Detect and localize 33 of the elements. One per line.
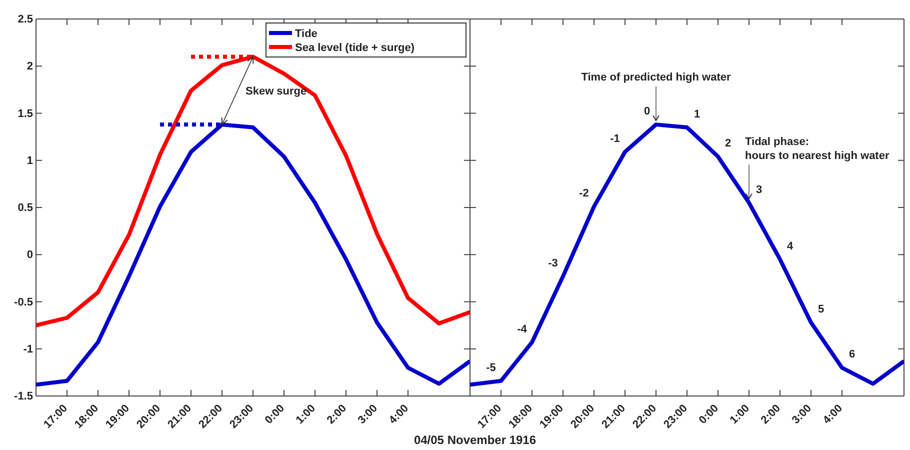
annotation: Time of predicted high water bbox=[581, 72, 732, 84]
x-tick-label: 4:00 bbox=[386, 402, 411, 427]
annotation: 5 bbox=[818, 303, 824, 316]
x-tick-label: 4:00 bbox=[820, 402, 845, 427]
line-series bbox=[36, 54, 470, 328]
y-tick-label: 2 bbox=[26, 60, 33, 73]
y-tick-label: -0.5 bbox=[14, 296, 33, 308]
y-tick-label: 1 bbox=[26, 154, 33, 167]
annotation: 0 bbox=[644, 106, 650, 118]
y-tick-label: 0.5 bbox=[18, 202, 33, 214]
line-series bbox=[36, 122, 470, 387]
annotation: 1 bbox=[694, 108, 700, 120]
annotation: -3 bbox=[548, 257, 558, 270]
annotation: -5 bbox=[486, 362, 496, 374]
legend-label: Sea level (tide + surge) bbox=[295, 42, 415, 54]
y-tick-label: 0 bbox=[26, 249, 33, 262]
annotation: 4 bbox=[786, 240, 794, 252]
annotation: Tidal phase: hours to nearest high water bbox=[745, 136, 890, 162]
annotation: -1 bbox=[610, 132, 620, 145]
annotation: -2 bbox=[579, 188, 589, 200]
annotation: 6 bbox=[848, 348, 856, 361]
x-tick-label: 0:00 bbox=[262, 402, 287, 427]
x-tick-label: 0:00 bbox=[696, 402, 721, 427]
x-axis-title: 04/05 November 1916 bbox=[414, 433, 536, 447]
y-tick-label: 2.5 bbox=[18, 14, 33, 26]
y-tick-label: -1.5 bbox=[14, 390, 33, 403]
legend-label: Tide bbox=[295, 28, 318, 40]
annotation: 2 bbox=[724, 138, 732, 150]
y-tick-label: -1 bbox=[23, 343, 33, 356]
y-tick-label: 1.5 bbox=[18, 108, 33, 120]
annotation: Skew surge bbox=[246, 85, 307, 98]
annotation: 3 bbox=[756, 184, 762, 196]
annotation: -4 bbox=[517, 323, 528, 336]
